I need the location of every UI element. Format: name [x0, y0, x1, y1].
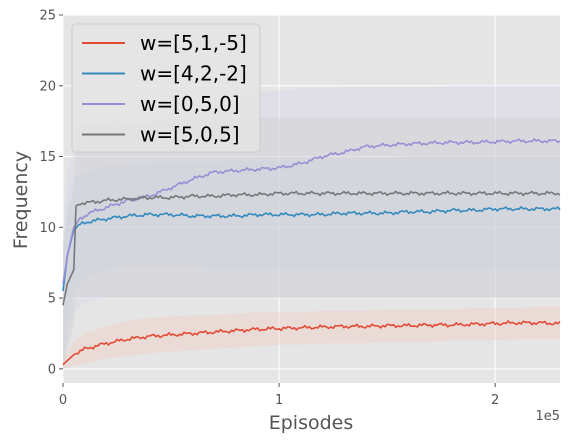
x-offset-label: 1e5 [535, 409, 560, 424]
y-tick-label: 0 [48, 362, 56, 377]
y-tick-label: 5 [48, 292, 56, 307]
series-line [62, 320, 561, 366]
legend-label: w=[4,2,-2] [140, 62, 247, 86]
y-tick-label: 10 [39, 221, 56, 236]
series-lines [62, 138, 561, 366]
confidence-band [63, 306, 560, 369]
x-axis-ticks: 0 1 2 [59, 383, 499, 408]
series-line [62, 190, 561, 306]
x-axis-label: Episodes [269, 412, 354, 434]
y-tick-label: 20 [39, 79, 56, 94]
legend-box [71, 23, 261, 153]
grid-lines [62, 14, 560, 383]
x-tick-label: 0 [59, 393, 67, 408]
legend-label: w=[0,5,0] [140, 92, 240, 116]
x-tick-label: 1 [275, 393, 283, 408]
y-tick-label: 15 [39, 150, 56, 165]
y-axis-label: Frequency [10, 151, 32, 249]
legend-label: w=[5,1,-5] [140, 31, 247, 55]
confidence-band [63, 116, 560, 369]
y-axis-ticks: 0 5 10 15 20 25 [39, 9, 63, 377]
legend: w=[5,1,-5] w=[4,2,-2] w=[0,5,0] w=[5,0,5] [71, 23, 261, 153]
legend-label: w=[5,0,5] [140, 123, 240, 147]
x-tick-label: 2 [491, 393, 499, 408]
y-tick-label: 25 [39, 9, 56, 24]
series-line [62, 206, 561, 292]
confidence-band [63, 85, 560, 369]
